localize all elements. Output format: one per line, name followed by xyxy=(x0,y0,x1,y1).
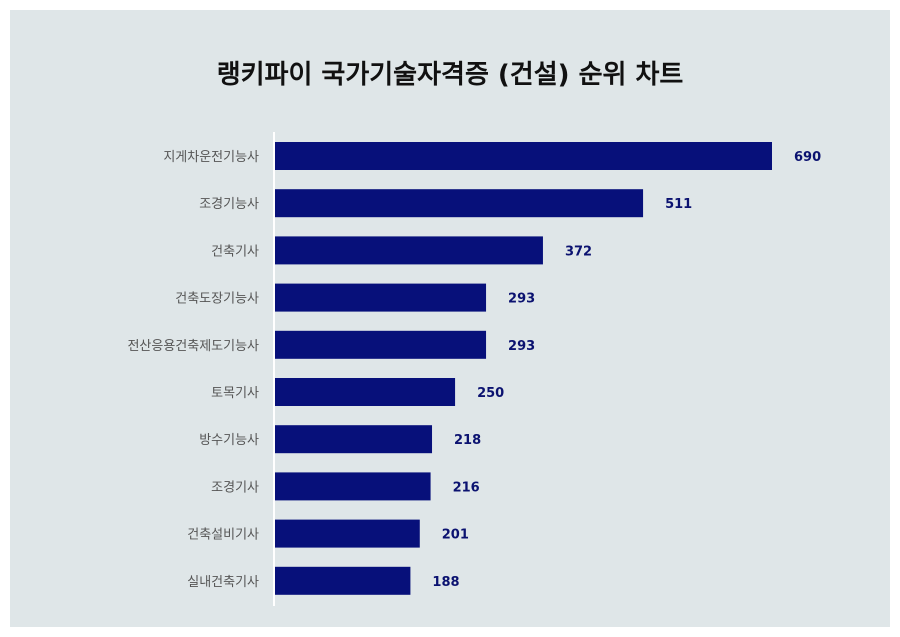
category-label: 건축기사 xyxy=(211,244,259,259)
value-label: 188 xyxy=(432,575,459,590)
value-label: 293 xyxy=(508,339,535,354)
category-label: 방수기능사 xyxy=(199,433,259,448)
bar xyxy=(275,283,487,312)
category-label: 조경기능사 xyxy=(199,197,259,212)
bar xyxy=(275,236,543,265)
bar xyxy=(275,519,420,548)
chart-title: 랭키파이 국가기술자격증 (건설) 순위 차트 xyxy=(216,60,684,90)
value-label: 293 xyxy=(508,292,535,307)
bar xyxy=(275,425,433,454)
category-label: 건축도장기능사 xyxy=(175,292,259,307)
bar xyxy=(275,378,456,406)
bar xyxy=(275,472,431,501)
value-label: 201 xyxy=(442,528,469,543)
category-label: 조경기사 xyxy=(211,480,259,495)
value-label: 250 xyxy=(477,386,504,401)
bar xyxy=(275,330,487,359)
bar xyxy=(275,142,772,170)
value-label: 511 xyxy=(665,197,692,212)
category-label: 건축설비기사 xyxy=(187,528,259,543)
category-label: 지게차운전기능사 xyxy=(163,150,259,165)
value-label: 372 xyxy=(565,244,592,259)
chart-frame: 랭키파이 국가기술자격증 (건설) 순위 차트 지게차운전기능사 690 조경기능사… xyxy=(10,10,890,627)
bar-chart: 지게차운전기능사 690 조경기능사 511 건축기사 372 건축도장기능사 293 전산응용… xyxy=(127,132,821,606)
value-label: 216 xyxy=(453,480,480,495)
bar xyxy=(275,566,411,595)
bar xyxy=(275,189,644,218)
value-label: 690 xyxy=(794,150,821,165)
category-label: 실내건축기사 xyxy=(187,575,259,590)
value-label: 218 xyxy=(454,433,481,448)
category-label: 전산응용건축제도기능사 xyxy=(127,339,259,354)
category-label: 토목기사 xyxy=(211,386,259,401)
